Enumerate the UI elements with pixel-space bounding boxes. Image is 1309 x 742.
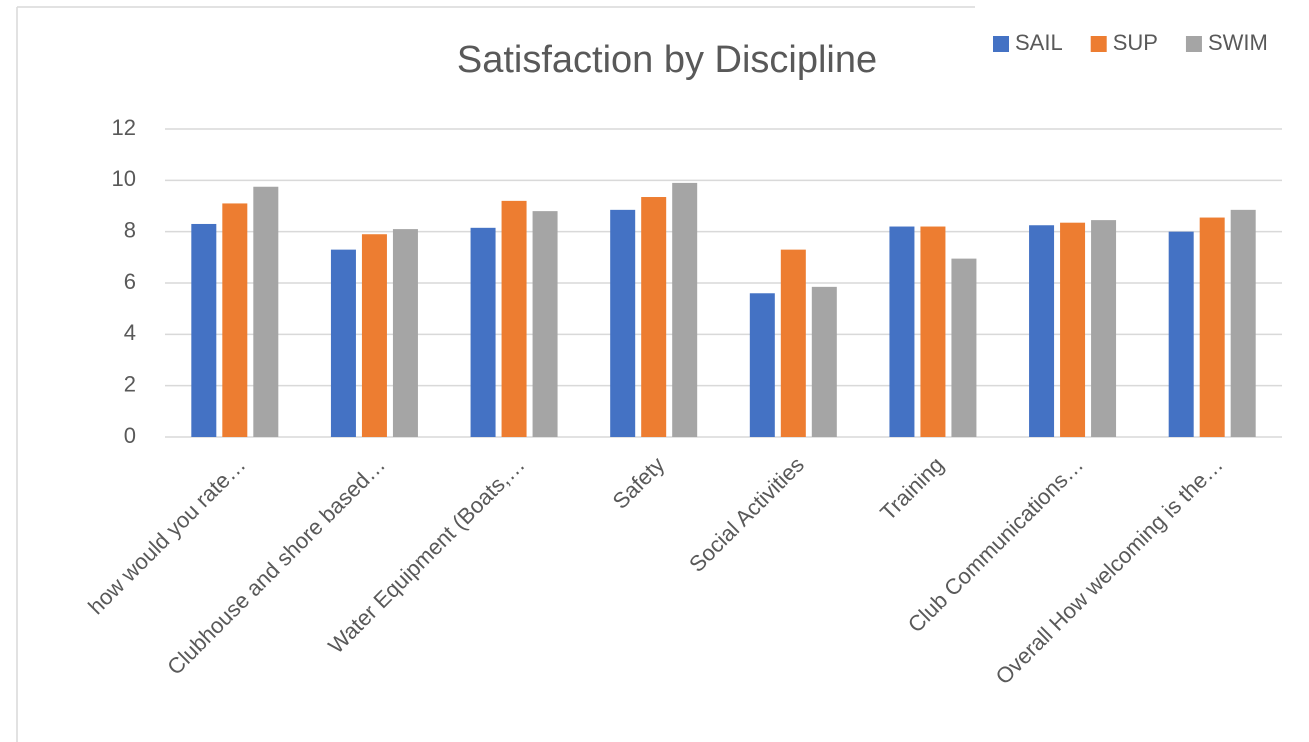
bar [920, 226, 946, 437]
x-tick-label: Overall How welcoming is the… [991, 452, 1228, 689]
y-tick-label: 10 [112, 166, 136, 191]
y-tick-label: 8 [124, 217, 136, 242]
bar [780, 249, 806, 437]
bar [501, 200, 527, 437]
bar [889, 226, 915, 437]
y-tick-label: 12 [112, 115, 136, 140]
x-tick-label: Clubhouse and shore based… [162, 452, 390, 680]
bar [191, 223, 217, 437]
legend-swatch [1185, 36, 1202, 52]
bar [392, 229, 418, 437]
legend-swatch [1090, 36, 1107, 52]
x-tick-label: how would you rate… [83, 452, 250, 619]
legend-label: SAIL [1015, 30, 1063, 55]
bar [1230, 209, 1256, 437]
bar [749, 293, 775, 437]
y-tick-label: 2 [124, 371, 136, 396]
x-tick-label: Safety [608, 452, 670, 514]
y-tick-label: 0 [124, 423, 136, 448]
bar [610, 209, 636, 437]
y-tick-label: 6 [124, 269, 136, 294]
bar [951, 258, 977, 437]
bar [253, 186, 279, 437]
bar [1199, 217, 1225, 437]
legend-label: SWIM [1208, 30, 1268, 55]
chart-title: Satisfaction by Discipline [457, 39, 877, 81]
bar [811, 286, 837, 437]
bar [1029, 225, 1055, 437]
bar [532, 211, 558, 437]
y-tick-label: 4 [124, 320, 136, 345]
bar [1060, 222, 1086, 437]
bar [361, 234, 387, 437]
legend-label: SUP [1113, 30, 1158, 55]
bar [222, 203, 248, 437]
legend-swatch [993, 36, 1009, 52]
bar [1091, 220, 1117, 437]
bar [672, 182, 698, 437]
bar [641, 197, 667, 437]
bar [330, 249, 356, 437]
bar [470, 227, 496, 437]
x-tick-label: Training [875, 452, 948, 525]
bar [1168, 231, 1194, 437]
x-tick-label: Social Activities [684, 452, 809, 577]
